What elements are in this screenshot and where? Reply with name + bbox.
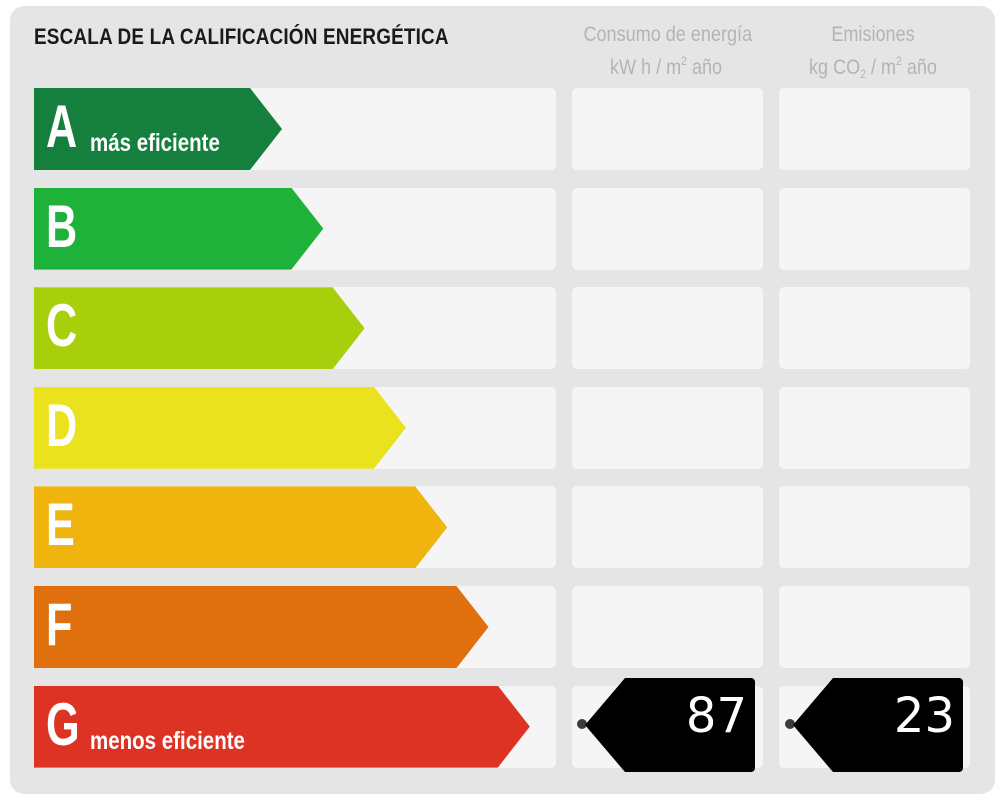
energy-column-header: Consumo de energía kW h / m2 año — [583, 18, 753, 84]
energy-column-title: Consumo de energía — [583, 23, 753, 46]
emissions-cell — [779, 287, 970, 370]
class-letter: E — [46, 491, 75, 559]
class-arrow-d: D — [34, 387, 406, 469]
emissions-cell — [779, 486, 970, 569]
emissions-value-marker: 23 — [785, 678, 963, 772]
energy-cell — [572, 586, 763, 668]
class-row-f: F — [34, 586, 970, 668]
class-letter: A — [46, 93, 78, 160]
class-letter: F — [46, 591, 73, 658]
emissions-column-unit: kg CO2 / m2 año — [809, 54, 937, 81]
emissions-column-title: Emisiones — [831, 23, 915, 46]
emissions-cell — [779, 88, 970, 170]
energy-cell — [572, 486, 763, 569]
energy-cell — [572, 287, 763, 370]
class-letter: C — [46, 292, 78, 360]
emissions-value: 23 — [893, 688, 955, 744]
emissions-column-header: Emisiones kg CO2 / m2 año — [790, 18, 955, 84]
marker-pointer-dot — [785, 719, 795, 729]
energy-cell — [572, 187, 763, 270]
class-letter: G — [46, 690, 80, 758]
class-row-c: C — [34, 287, 970, 370]
class-letter: D — [46, 391, 78, 459]
energy-value-marker: 87 — [577, 678, 755, 772]
class-arrow-c: C — [34, 287, 365, 369]
class-row-e: E — [34, 486, 970, 569]
energy-value: 87 — [685, 688, 747, 744]
energy-cell — [572, 386, 763, 469]
class-arrow-b: B — [34, 188, 323, 270]
energy-cell — [572, 88, 763, 170]
emissions-cell — [779, 386, 970, 469]
class-sublabel: más eficiente — [90, 129, 220, 157]
class-sublabel: menos eficiente — [90, 726, 245, 755]
class-arrow-e: E — [34, 486, 447, 568]
class-row-d: D — [34, 386, 970, 469]
emissions-cell — [779, 586, 970, 668]
class-row-b: B — [34, 187, 970, 270]
emissions-cell — [779, 187, 970, 270]
class-arrow-f: F — [34, 586, 489, 668]
page-title: ESCALA DE LA CALIFICACIÓN ENERGÉTICA — [34, 24, 449, 49]
marker-pointer-dot — [577, 719, 587, 729]
class-letter: B — [46, 192, 78, 260]
energy-column-unit: kW h / m2 año — [609, 54, 723, 79]
